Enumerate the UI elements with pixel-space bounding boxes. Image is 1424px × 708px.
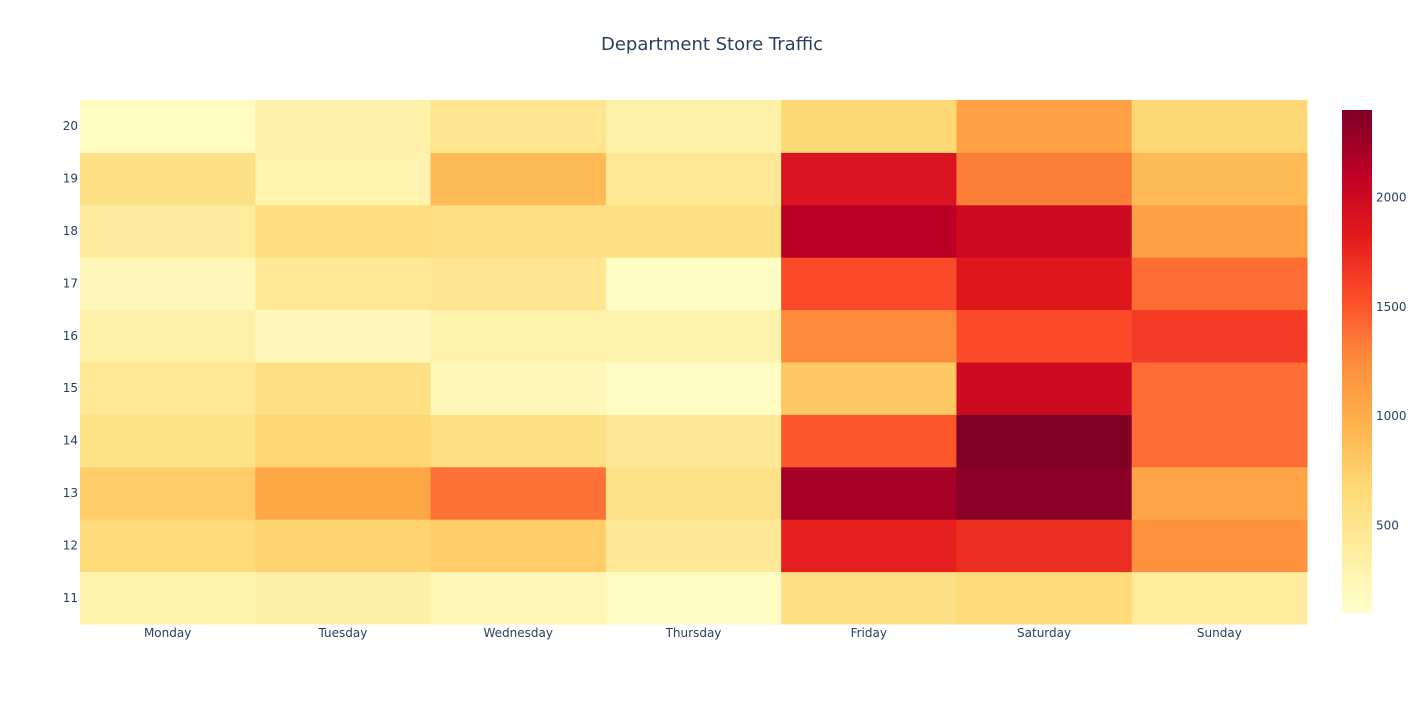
colorbar-tick-label: 500 bbox=[1376, 519, 1399, 533]
colorbar-tick-label: 1500 bbox=[1376, 300, 1407, 314]
heatmap-cell-sunday-19 bbox=[1132, 152, 1308, 205]
heatmap-cell-tuesday-17 bbox=[255, 257, 431, 310]
heatmap-cell-tuesday-18 bbox=[255, 205, 431, 258]
heatmap-cell-friday-20 bbox=[781, 100, 957, 153]
heatmap-cell-monday-14 bbox=[80, 414, 256, 467]
x-tick-label: Tuesday bbox=[318, 626, 368, 640]
y-tick-label: 20 bbox=[63, 119, 78, 133]
x-tick-label: Wednesday bbox=[483, 626, 552, 640]
heatmap-cell-thursday-16 bbox=[606, 310, 782, 363]
y-tick-label: 12 bbox=[63, 538, 78, 552]
heatmap-cell-monday-20 bbox=[80, 100, 256, 153]
heatmap-cell-tuesday-11 bbox=[255, 572, 431, 625]
colorbar-tick-label: 2000 bbox=[1376, 190, 1407, 204]
y-tick-label: 18 bbox=[63, 224, 78, 238]
colorbar: 500 1000 1500 2000 bbox=[1342, 110, 1407, 613]
heatmap-cell-tuesday-12 bbox=[255, 519, 431, 572]
heatmap-cell-monday-11 bbox=[80, 572, 256, 625]
heatmap-cell-wednesday-17 bbox=[431, 257, 607, 310]
heatmap-cell-saturday-15 bbox=[956, 362, 1132, 415]
heatmap-cell-friday-15 bbox=[781, 362, 957, 415]
heatmap-cell-thursday-15 bbox=[606, 362, 782, 415]
y-tick-label: 11 bbox=[63, 591, 78, 605]
y-tick-label: 19 bbox=[63, 172, 78, 186]
y-tick-label: 14 bbox=[63, 434, 78, 448]
heatmap-cell-saturday-18 bbox=[956, 205, 1132, 258]
x-tick-label: Friday bbox=[851, 626, 887, 640]
heatmap-cell-monday-16 bbox=[80, 310, 256, 363]
x-axis-tick-labels: Monday Tuesday Wednesday Thursday Friday Satu… bbox=[144, 626, 1242, 640]
x-tick-label: Saturday bbox=[1017, 626, 1071, 640]
x-tick-label: Sunday bbox=[1197, 626, 1242, 640]
heatmap-cell-thursday-12 bbox=[606, 519, 782, 572]
heatmap-cells bbox=[80, 100, 1308, 625]
colorbar-gradient bbox=[1342, 110, 1372, 613]
heatmap-cell-sunday-20 bbox=[1132, 100, 1308, 153]
heatmap-cell-friday-11 bbox=[781, 572, 957, 625]
heatmap-cell-monday-15 bbox=[80, 362, 256, 415]
heatmap-cell-saturday-17 bbox=[956, 257, 1132, 310]
y-tick-label: 17 bbox=[63, 276, 78, 290]
heatmap-cell-monday-12 bbox=[80, 519, 256, 572]
heatmap-cell-thursday-20 bbox=[606, 100, 782, 153]
heatmap-cell-wednesday-14 bbox=[431, 414, 607, 467]
heatmap-cell-wednesday-12 bbox=[431, 519, 607, 572]
heatmap-cell-monday-19 bbox=[80, 152, 256, 205]
x-tick-label: Thursday bbox=[665, 626, 722, 640]
heatmap-cell-saturday-14 bbox=[956, 414, 1132, 467]
x-tick-label: Monday bbox=[144, 626, 191, 640]
heatmap-cell-friday-16 bbox=[781, 310, 957, 363]
heatmap-cell-saturday-11 bbox=[956, 572, 1132, 625]
heatmap-cell-monday-13 bbox=[80, 467, 256, 520]
heatmap-cell-wednesday-15 bbox=[431, 362, 607, 415]
heatmap-cell-thursday-19 bbox=[606, 152, 782, 205]
y-tick-label: 15 bbox=[63, 381, 78, 395]
heatmap-cell-saturday-13 bbox=[956, 467, 1132, 520]
heatmap-cell-sunday-15 bbox=[1132, 362, 1308, 415]
heatmap-cell-friday-18 bbox=[781, 205, 957, 258]
heatmap-cell-monday-17 bbox=[80, 257, 256, 310]
heatmap-cell-thursday-17 bbox=[606, 257, 782, 310]
heatmap-cell-friday-12 bbox=[781, 519, 957, 572]
heatmap-cell-friday-19 bbox=[781, 152, 957, 205]
y-tick-label: 13 bbox=[63, 486, 78, 500]
heatmap-cell-saturday-19 bbox=[956, 152, 1132, 205]
heatmap-cell-thursday-14 bbox=[606, 414, 782, 467]
heatmap-cell-wednesday-18 bbox=[431, 205, 607, 258]
y-tick-label: 16 bbox=[63, 329, 78, 343]
y-axis-tick-labels: 11 12 13 14 15 16 17 18 19 20 bbox=[63, 119, 78, 605]
heatmap-cell-wednesday-16 bbox=[431, 310, 607, 363]
heatmap-cell-monday-18 bbox=[80, 205, 256, 258]
heatmap-cell-wednesday-13 bbox=[431, 467, 607, 520]
chart-title: Department Store Traffic bbox=[601, 34, 823, 55]
heatmap-cell-tuesday-14 bbox=[255, 414, 431, 467]
heatmap-cell-saturday-12 bbox=[956, 519, 1132, 572]
heatmap-cell-thursday-18 bbox=[606, 205, 782, 258]
heatmap-cell-saturday-20 bbox=[956, 100, 1132, 153]
heatmap-cell-wednesday-11 bbox=[431, 572, 607, 625]
heatmap-cell-friday-17 bbox=[781, 257, 957, 310]
heatmap-cell-tuesday-19 bbox=[255, 152, 431, 205]
heatmap-cell-sunday-16 bbox=[1132, 310, 1308, 363]
heatmap-cell-sunday-14 bbox=[1132, 414, 1308, 467]
heatmap-cell-sunday-12 bbox=[1132, 519, 1308, 572]
heatmap-cell-wednesday-20 bbox=[431, 100, 607, 153]
heatmap-cell-tuesday-20 bbox=[255, 100, 431, 153]
heatmap-cell-tuesday-15 bbox=[255, 362, 431, 415]
heatmap-cell-sunday-13 bbox=[1132, 467, 1308, 520]
heatmap-cell-friday-14 bbox=[781, 414, 957, 467]
heatmap-cell-sunday-18 bbox=[1132, 205, 1308, 258]
heatmap-cell-sunday-11 bbox=[1132, 572, 1308, 625]
heatmap-cell-saturday-16 bbox=[956, 310, 1132, 363]
colorbar-tick-label: 1000 bbox=[1376, 409, 1407, 423]
heatmap-cell-tuesday-13 bbox=[255, 467, 431, 520]
heatmap-cell-tuesday-16 bbox=[255, 310, 431, 363]
heatmap-cell-thursday-11 bbox=[606, 572, 782, 625]
heatmap-cell-sunday-17 bbox=[1132, 257, 1308, 310]
heatmap-cell-wednesday-19 bbox=[431, 152, 607, 205]
heatmap-cell-thursday-13 bbox=[606, 467, 782, 520]
heatmap-cell-friday-13 bbox=[781, 467, 957, 520]
